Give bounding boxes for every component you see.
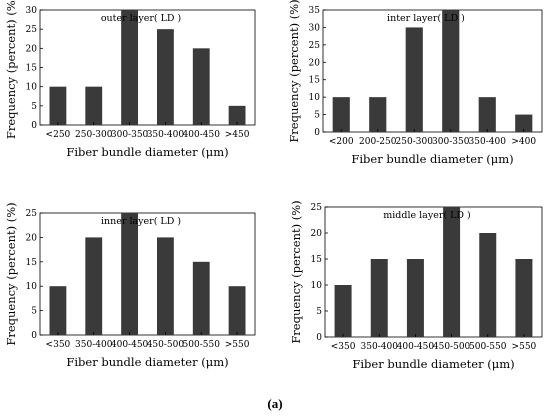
x-tick-label: >550 [512, 342, 537, 352]
bar [478, 97, 496, 132]
y-tick-label: 25 [309, 41, 321, 51]
x-tick-label: 300-350 [111, 130, 149, 140]
y-tick-label: 10 [309, 93, 321, 103]
x-tick-label: 400-450 [111, 340, 149, 350]
x-tick-label: 400-450 [397, 342, 435, 352]
plot-frame [39, 212, 256, 336]
y-tick-label: 10 [26, 83, 38, 93]
x-tick-label: >550 [225, 340, 250, 350]
y-tick-label: 15 [26, 64, 38, 74]
x-tick-label: >400 [511, 137, 536, 147]
x-tick-label: 450-500 [433, 342, 471, 352]
bar [443, 207, 461, 337]
panel-title: outer layer( LD ) [101, 13, 181, 24]
y-tick-label: 15 [309, 76, 321, 86]
y-tick-label: 10 [26, 282, 38, 292]
y-tick-label: 0 [31, 331, 37, 341]
x-tick-label: 300-350 [432, 137, 470, 147]
bar [192, 261, 210, 335]
y-tick-label: 20 [309, 58, 321, 68]
bar [192, 48, 210, 126]
x-tick-label: 200-250 [359, 137, 397, 147]
y-axis-label: Frequency (percent) (%) [287, 0, 301, 143]
bar [228, 286, 246, 335]
y-axis-label: Frequency (percent) (%) [289, 200, 303, 343]
x-tick-label: 350-400 [361, 342, 399, 352]
panel-title: middle layer( LD ) [383, 210, 471, 221]
y-axis-label: Frequency (percent) (%) [4, 202, 18, 345]
y-tick-label: 0 [31, 121, 37, 131]
y-tick-label: 30 [26, 6, 38, 16]
y-tick-label: 15 [26, 258, 38, 268]
y-tick-label: 15 [311, 255, 323, 265]
bar [406, 259, 424, 337]
x-tick-label: >450 [225, 130, 250, 140]
bar [442, 10, 460, 132]
bar [479, 233, 497, 337]
bar [121, 10, 139, 125]
y-tick-label: 25 [26, 25, 38, 35]
figure-caption: (a) [267, 396, 283, 411]
bar [334, 285, 352, 337]
x-tick-label: 250-300 [75, 130, 113, 140]
plot-frame [324, 206, 543, 338]
x-tick-label: 500-550 [183, 340, 221, 350]
bar [369, 97, 387, 132]
x-tick-label: <350 [331, 342, 356, 352]
y-tick-label: 10 [311, 281, 323, 291]
y-tick-label: 25 [311, 203, 323, 213]
panel-title: inter layer( LD ) [387, 13, 465, 24]
y-tick-label: 5 [31, 307, 37, 317]
y-tick-label: 5 [31, 102, 37, 112]
bar [228, 105, 246, 125]
chart-panel-2: 0 5 10 15 20 25 30 35 <200 200-250 250-300 300-350 3… [287, 0, 543, 166]
panel-title: inner layer( LD ) [101, 216, 181, 227]
plot-frame [39, 9, 256, 126]
x-tick-label: <200 [329, 137, 354, 147]
x-axis-label: Fiber bundle diameter (μm) [351, 152, 513, 166]
y-tick-label: 0 [314, 128, 320, 138]
bar [156, 29, 174, 126]
y-axis-label: Frequency (percent) (%) [4, 0, 18, 139]
x-axis-label: Fiber bundle diameter (μm) [66, 355, 228, 369]
bar [85, 86, 103, 125]
x-axis-label: Fiber bundle diameter (μm) [352, 357, 514, 371]
plot-frame [322, 9, 543, 133]
x-tick-label: 500-550 [469, 342, 507, 352]
bar [49, 286, 67, 335]
bar [49, 86, 67, 125]
y-tick-label: 20 [26, 44, 38, 54]
x-tick-label: 250-300 [396, 137, 434, 147]
y-tick-label: 20 [26, 233, 38, 243]
chart-panel-3: 0 5 10 15 20 25 <350 350-400400-450450-500500-5… [4, 202, 256, 369]
bar [515, 259, 533, 337]
x-tick-label: 400-450 [183, 130, 221, 140]
bar [370, 259, 388, 337]
x-tick-label: <350 [46, 340, 71, 350]
y-tick-label: 20 [311, 229, 323, 239]
y-tick-label: 0 [316, 333, 322, 343]
bar [121, 213, 139, 335]
y-tick-label: 5 [314, 111, 320, 121]
x-tick-label: 450-500 [147, 340, 185, 350]
bar [515, 114, 533, 132]
y-tick-label: 30 [309, 23, 321, 33]
y-tick-label: 5 [316, 307, 322, 317]
x-tick-label: 350-400 [75, 340, 113, 350]
x-tick-label: <250 [46, 130, 71, 140]
bar [405, 27, 423, 132]
x-tick-label: 350-400 [147, 130, 185, 140]
x-tick-label: 350-400 [469, 137, 507, 147]
y-tick-label: 25 [26, 209, 38, 219]
chart-panel-1: 0 5 10 15 20 25 30 <250 250-300300-350350-400400… [4, 0, 256, 159]
bar [156, 237, 174, 335]
bar [332, 97, 350, 132]
y-tick-label: 35 [309, 6, 321, 16]
chart-panel-4: 0 5 10 15 20 25 <350 350-400400-450450-500500-5… [289, 200, 543, 371]
x-axis-label: Fiber bundle diameter (μm) [66, 145, 228, 159]
bar [85, 237, 103, 335]
